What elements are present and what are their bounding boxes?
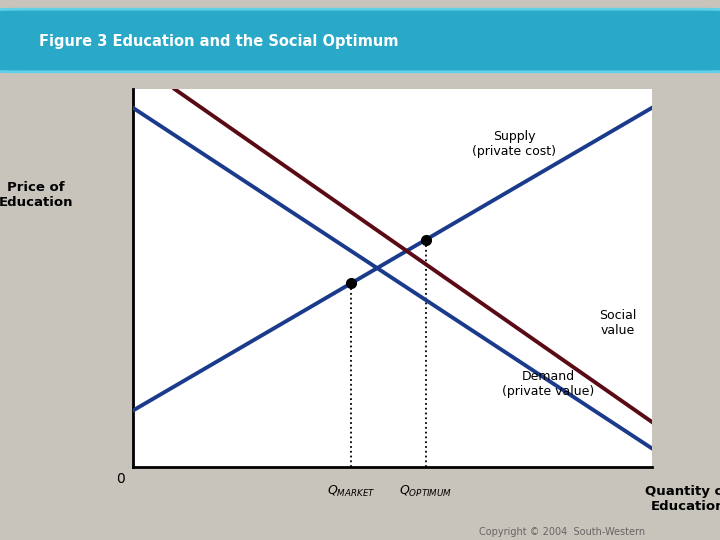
Text: Copyright © 2004  South-Western: Copyright © 2004 South-Western <box>479 527 644 537</box>
Text: $Q_{MARKET}$: $Q_{MARKET}$ <box>327 484 375 499</box>
Text: Price of
Education: Price of Education <box>0 181 73 209</box>
Text: Demand
(private value): Demand (private value) <box>502 370 594 398</box>
FancyBboxPatch shape <box>0 9 720 72</box>
Text: Quantity of
Education: Quantity of Education <box>645 485 720 514</box>
Text: Supply
(private cost): Supply (private cost) <box>472 130 557 158</box>
Text: 0: 0 <box>116 472 125 486</box>
Text: Figure 3 Education and the Social Optimum: Figure 3 Education and the Social Optimu… <box>39 34 398 49</box>
Text: $Q_{OPTIMUM}$: $Q_{OPTIMUM}$ <box>400 484 453 499</box>
Text: Social
value: Social value <box>599 309 636 338</box>
